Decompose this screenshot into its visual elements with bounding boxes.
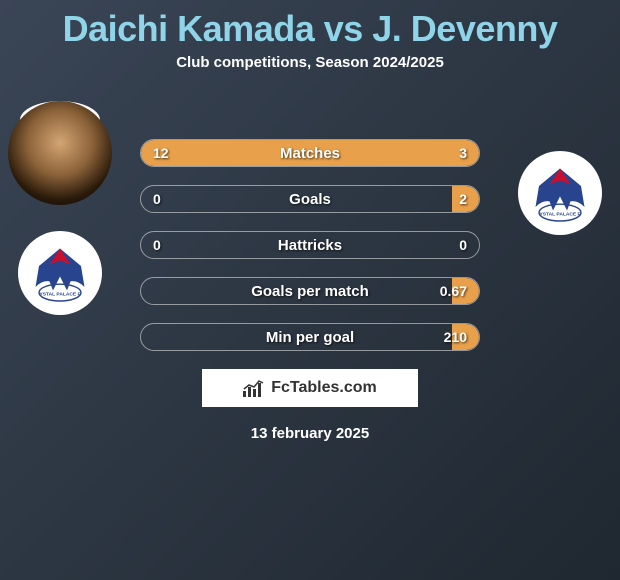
player1-avatar (8, 101, 112, 205)
stat-fill-right (411, 140, 479, 166)
stat-fill-left (141, 140, 411, 166)
comparison-area: YSTAL PALACE F YSTAL PALACE F 12 3 Matches… (0, 101, 620, 442)
stat-value-left: 12 (153, 145, 169, 161)
eagle-icon: YSTAL PALACE F (525, 158, 595, 228)
stat-value-left: 0 (153, 237, 161, 253)
subtitle: Club competitions, Season 2024/2025 (0, 54, 620, 71)
player1-face (8, 101, 112, 205)
stat-rows: 12 3 Matches 0 2 Goals 0 0 Hattricks 0.67 Goals pe… (140, 139, 480, 351)
stat-value-right: 3 (459, 145, 467, 161)
stat-row: 0 2 Goals (140, 185, 480, 213)
eagle-icon: YSTAL PALACE F (25, 238, 95, 308)
svg-text:YSTAL PALACE F: YSTAL PALACE F (539, 211, 580, 217)
stat-label: Hattricks (278, 237, 342, 254)
stat-row: 12 3 Matches (140, 139, 480, 167)
stat-value-right: 0 (459, 237, 467, 253)
stat-label: Matches (280, 145, 340, 162)
chart-icon (243, 379, 265, 397)
stat-row: 0 0 Hattricks (140, 231, 480, 259)
stat-row: 0.67 Goals per match (140, 277, 480, 305)
stat-value-right: 2 (459, 191, 467, 207)
stat-row: 210 Min per goal (140, 323, 480, 351)
stat-label: Goals (289, 191, 331, 208)
player1-club-badge: YSTAL PALACE F (18, 231, 102, 315)
brand-text: FcTables.com (271, 379, 377, 397)
stat-label: Min per goal (266, 329, 354, 346)
stat-label: Goals per match (251, 283, 369, 300)
svg-text:YSTAL PALACE F: YSTAL PALACE F (39, 291, 80, 297)
stat-value-left: 0 (153, 191, 161, 207)
player2-club-badge: YSTAL PALACE F (518, 151, 602, 235)
stat-value-right: 0.67 (440, 283, 467, 299)
stat-value-right: 210 (444, 329, 467, 345)
page-title: Daichi Kamada vs J. Devenny (0, 0, 620, 50)
brand-badge: FcTables.com (202, 369, 418, 407)
date-label: 13 february 2025 (20, 425, 600, 442)
